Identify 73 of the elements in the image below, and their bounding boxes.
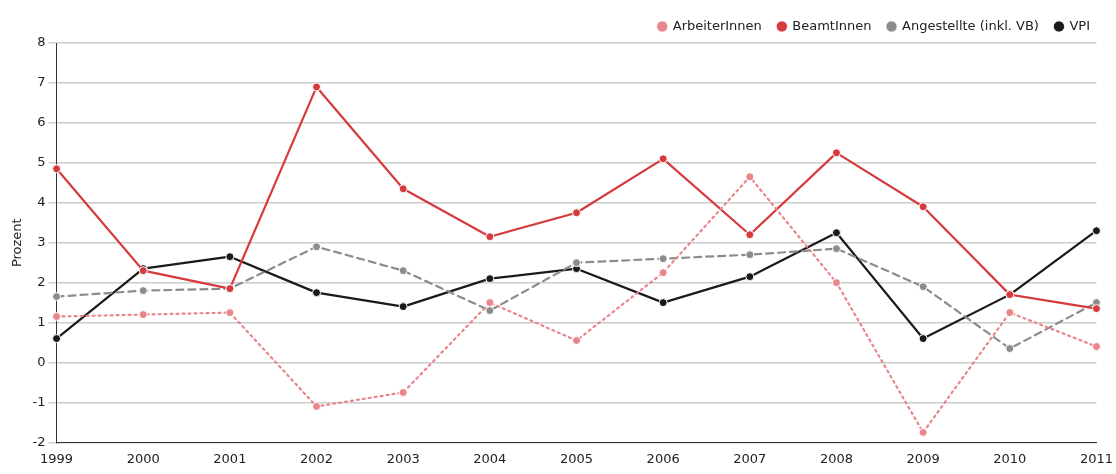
point — [398, 387, 408, 397]
y-tick-label: -2 — [32, 433, 46, 449]
point — [1091, 226, 1101, 236]
point — [1005, 344, 1015, 354]
y-tick-label: 7 — [37, 74, 46, 90]
legend-label: VPI — [1069, 17, 1091, 33]
x-tick-label: 2000 — [126, 450, 160, 466]
point — [745, 230, 755, 240]
point — [485, 232, 495, 242]
x-tick-label: 2005 — [559, 450, 594, 466]
point — [312, 82, 322, 92]
legend-label: ArbeiterInnen — [672, 17, 762, 33]
point — [225, 252, 235, 262]
y-axis-title: Prozent — [9, 218, 25, 268]
point — [1005, 308, 1015, 318]
point — [225, 308, 235, 318]
point — [831, 148, 841, 158]
point — [485, 306, 495, 316]
point — [572, 208, 582, 218]
x-tick-label: 2001 — [213, 450, 247, 466]
point — [398, 184, 408, 194]
y-tick-label: 1 — [37, 313, 46, 329]
y-tick-label: 2 — [37, 274, 46, 290]
point — [1091, 342, 1101, 352]
y-tick-label: 4 — [37, 194, 46, 210]
point — [745, 250, 755, 260]
point — [572, 258, 582, 268]
x-tick-label: 1999 — [40, 450, 74, 466]
point — [138, 310, 148, 320]
point — [485, 298, 495, 308]
point — [1091, 304, 1101, 314]
point — [918, 427, 928, 437]
y-tick-label: 8 — [37, 34, 46, 50]
point — [658, 254, 668, 264]
point — [398, 266, 408, 276]
point — [831, 244, 841, 254]
point — [572, 336, 582, 346]
legend-label: Angestellte (inkl. VB) — [902, 17, 1039, 33]
point — [658, 154, 668, 164]
y-tick-label: 3 — [37, 234, 46, 250]
y-tick-label: 6 — [37, 114, 46, 130]
point — [485, 274, 495, 284]
x-tick-label: 2006 — [646, 450, 680, 466]
x-tick-label: 2007 — [733, 450, 767, 466]
point — [52, 292, 62, 302]
x-tick-label: 2002 — [299, 450, 334, 466]
point — [831, 278, 841, 288]
y-tick-label: 5 — [37, 154, 46, 170]
point — [918, 334, 928, 344]
point — [745, 272, 755, 282]
point — [658, 268, 668, 278]
y-tick-label: 0 — [37, 353, 46, 369]
point — [52, 164, 62, 174]
point — [745, 172, 755, 182]
x-tick-label: 2011 — [1079, 450, 1113, 466]
x-tick-label: 2008 — [819, 450, 854, 466]
point — [831, 228, 841, 238]
x-tick-label: 2009 — [906, 450, 940, 466]
point — [312, 401, 322, 411]
x-tick-label: 2010 — [993, 450, 1027, 466]
point — [138, 286, 148, 296]
point — [918, 202, 928, 212]
point — [52, 312, 62, 322]
point — [918, 282, 928, 292]
x-tick-label: 2003 — [386, 450, 420, 466]
legend-label: BeamtInnen — [792, 17, 872, 33]
point — [312, 242, 322, 252]
point — [312, 288, 322, 298]
y-tick-label: -1 — [32, 393, 46, 409]
x-tick-label: 2004 — [473, 450, 507, 466]
point — [52, 334, 62, 344]
point — [398, 302, 408, 312]
point — [658, 298, 668, 308]
